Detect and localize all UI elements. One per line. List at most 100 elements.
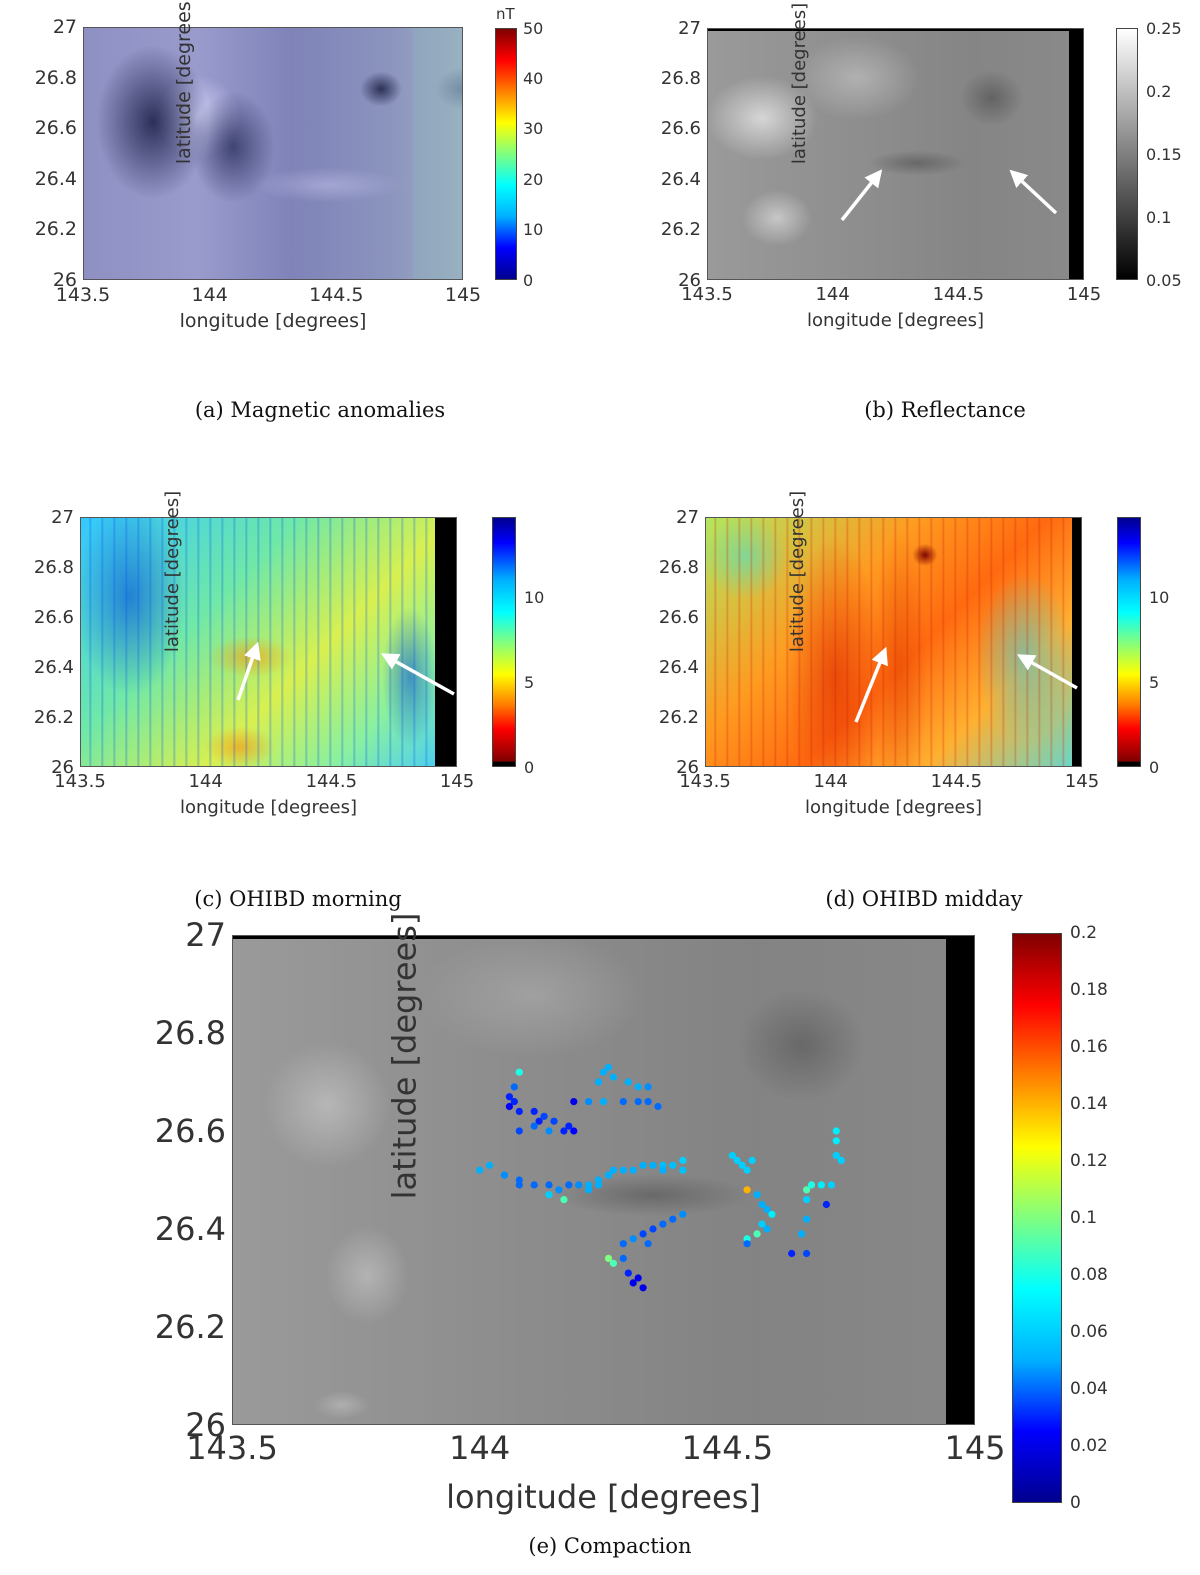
scatter-point bbox=[515, 1068, 523, 1076]
panel-c-map bbox=[80, 517, 457, 767]
scatter-point bbox=[550, 1117, 558, 1125]
panel-e-colorbar-tick: 0.2 bbox=[1070, 923, 1098, 943]
panel-a-xlabel: longitude [degrees] bbox=[179, 310, 367, 332]
panel-a-colorbar-tick: 10 bbox=[523, 220, 544, 240]
scatter-point bbox=[535, 1117, 543, 1125]
panel-e-colorbar-tick: 0.18 bbox=[1070, 980, 1108, 1000]
panel-b-colorbar-tick: 0.2 bbox=[1146, 81, 1172, 101]
scatter-point bbox=[669, 1215, 677, 1223]
panel-b-top-edge bbox=[707, 28, 1084, 31]
panel-e-y-tick: 26.2 bbox=[154, 1308, 226, 1346]
panel-e-colorbar-tick: 0.16 bbox=[1070, 1037, 1108, 1057]
panel-c-x-tick: 145 bbox=[439, 771, 475, 792]
scatter-point bbox=[515, 1181, 523, 1189]
scatter-point bbox=[837, 1156, 845, 1164]
scatter-point bbox=[768, 1210, 776, 1218]
panel-b-x-tick: 144.5 bbox=[932, 284, 985, 305]
panel-b-xlabel: longitude [degrees] bbox=[806, 310, 985, 331]
panel-b-y-tick: 26.6 bbox=[660, 118, 701, 140]
panel-c-y-tick: 26.8 bbox=[33, 556, 74, 578]
panel-c-colorbar-tick: 10 bbox=[524, 587, 545, 607]
scatter-point bbox=[763, 1205, 771, 1213]
panel-c-y-tick: 26.2 bbox=[33, 706, 74, 728]
scatter-point bbox=[832, 1137, 840, 1145]
scatter-point bbox=[570, 1098, 578, 1106]
panel-d-ylabel: latitude [degrees] bbox=[787, 491, 809, 653]
scatter-point bbox=[649, 1225, 657, 1233]
scatter-point bbox=[609, 1073, 617, 1081]
scatter-point bbox=[639, 1230, 647, 1238]
scatter-point bbox=[565, 1122, 573, 1130]
scatter-point bbox=[763, 1225, 771, 1233]
scatter-point bbox=[679, 1166, 687, 1174]
panel-b-caption: (b) Reflectance bbox=[864, 398, 1026, 422]
panel-a-colorbar bbox=[495, 28, 517, 280]
panel-c-y-tick: 26.4 bbox=[33, 656, 74, 678]
arrow-d1 bbox=[854, 646, 888, 723]
panel-c-x-tick: 143.5 bbox=[54, 771, 106, 792]
panel-a-colorbar-tick: 40 bbox=[523, 68, 544, 88]
panel-c-colorbar bbox=[492, 517, 516, 767]
panel-e-colorbar bbox=[1012, 933, 1062, 1503]
panel-d-x-tick: 143.5 bbox=[679, 771, 731, 792]
panel-e-x-tick: 144 bbox=[449, 1429, 511, 1467]
panel-b-y-tick: 26 bbox=[678, 269, 701, 291]
scatter-point bbox=[639, 1161, 647, 1169]
panel-a-colorbar-tick: 0 bbox=[523, 270, 534, 290]
panel-e-x-tick: 145 bbox=[944, 1429, 1006, 1467]
panel-d-x-tick: 145 bbox=[1064, 771, 1100, 792]
panel-e-caption: (e) Compaction bbox=[528, 1534, 692, 1558]
panel-d-y-tick: 26.8 bbox=[658, 556, 699, 578]
panel-b-y-tick: 26.8 bbox=[660, 67, 701, 89]
panel-a-x-tick: 145 bbox=[444, 284, 482, 306]
panel-d-map bbox=[705, 517, 1082, 767]
panel-b-black-edge bbox=[1069, 28, 1084, 280]
scatter-point bbox=[585, 1186, 593, 1194]
scatter-point bbox=[510, 1083, 518, 1091]
scatter-point bbox=[644, 1083, 652, 1091]
panel-a-y-tick: 26.6 bbox=[34, 117, 77, 140]
panel-e-colorbar-tick: 0.08 bbox=[1070, 1265, 1108, 1285]
scatter-point bbox=[545, 1191, 553, 1199]
panel-e-scatter bbox=[476, 1063, 845, 1292]
scatter-point bbox=[659, 1166, 667, 1174]
panel-e-ylabel: latitude [degrees] bbox=[385, 912, 424, 1199]
scatter-point bbox=[822, 1200, 831, 1209]
scatter-point bbox=[594, 1181, 603, 1189]
scatter-point bbox=[738, 1161, 746, 1169]
panel-d-colorbar-tick: 10 bbox=[1149, 587, 1170, 607]
arrow-c1 bbox=[236, 641, 261, 701]
panel-d-y-tick: 27 bbox=[676, 506, 699, 528]
panel-c-x-tick: 144.5 bbox=[305, 771, 358, 792]
panel-a-x-tick: 144.5 bbox=[309, 284, 364, 306]
scatter-point bbox=[604, 1063, 613, 1071]
panel-a-y-tick: 26.4 bbox=[34, 167, 77, 190]
arrow-c2 bbox=[380, 653, 455, 696]
panel-a-y-tick: 26 bbox=[52, 269, 77, 291]
panel-a-colorbar-tick: 50 bbox=[523, 18, 544, 38]
scatter-point bbox=[486, 1161, 494, 1169]
scatter-point bbox=[604, 1171, 613, 1179]
scatter-point bbox=[599, 1098, 608, 1106]
panel-b-y-tick: 27 bbox=[678, 17, 701, 39]
scatter-point bbox=[515, 1127, 523, 1135]
scatter-point bbox=[644, 1098, 652, 1106]
panel-c-y-tick: 26.6 bbox=[33, 606, 74, 628]
scatter-point bbox=[743, 1240, 751, 1248]
scatter-point bbox=[619, 1166, 627, 1174]
scatter-point bbox=[530, 1107, 538, 1115]
scatter-point bbox=[555, 1186, 563, 1194]
scatter-point bbox=[585, 1098, 593, 1106]
scatter-point bbox=[753, 1191, 761, 1199]
scatter-point bbox=[624, 1269, 632, 1277]
panel-d-x-tick: 144 bbox=[813, 771, 848, 792]
panel-e-colorbar-tick: 0.06 bbox=[1070, 1322, 1108, 1342]
scatter-point bbox=[639, 1284, 647, 1292]
scatter-point bbox=[500, 1171, 508, 1179]
scatter-point bbox=[570, 1127, 578, 1135]
scatter-point bbox=[476, 1166, 484, 1174]
panel-d-y-tick: 26.4 bbox=[658, 656, 699, 678]
panel-a-map bbox=[83, 27, 463, 280]
panel-c-caption: (c) OHIBD morning bbox=[194, 887, 402, 911]
arrow-d2 bbox=[1016, 654, 1078, 690]
